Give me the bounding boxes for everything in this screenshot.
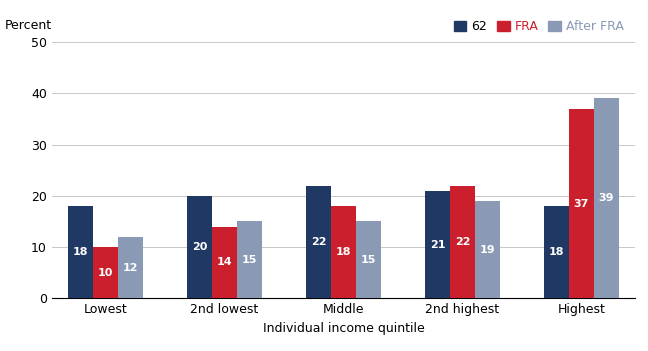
Bar — [93, 247, 118, 298]
Bar — [68, 206, 93, 298]
Text: 19: 19 — [480, 245, 495, 255]
Text: 18: 18 — [549, 247, 564, 257]
Bar — [475, 201, 500, 298]
Bar — [306, 186, 331, 298]
Bar — [544, 206, 569, 298]
Bar — [450, 186, 475, 298]
Bar — [425, 191, 450, 298]
Text: 18: 18 — [73, 247, 88, 257]
Text: 15: 15 — [361, 255, 376, 265]
Text: 22: 22 — [310, 237, 326, 247]
Bar — [212, 227, 237, 298]
Bar — [331, 206, 356, 298]
Text: 15: 15 — [242, 255, 257, 265]
Legend: 62, FRA, After FRA: 62, FRA, After FRA — [449, 15, 629, 38]
Bar — [594, 99, 619, 298]
Text: 21: 21 — [430, 239, 445, 250]
Text: 39: 39 — [599, 193, 614, 204]
Text: 10: 10 — [98, 268, 113, 278]
Text: 22: 22 — [455, 237, 470, 247]
Text: 12: 12 — [122, 263, 138, 273]
Text: 37: 37 — [573, 199, 589, 208]
Bar — [187, 196, 212, 298]
Text: Percent: Percent — [5, 19, 52, 32]
X-axis label: Individual income quintile: Individual income quintile — [262, 322, 424, 335]
Bar — [356, 221, 381, 298]
Bar — [118, 237, 143, 298]
Text: 18: 18 — [336, 247, 351, 257]
Text: 20: 20 — [192, 242, 207, 252]
Bar — [237, 221, 262, 298]
Text: 14: 14 — [216, 258, 232, 267]
Bar — [569, 109, 594, 298]
